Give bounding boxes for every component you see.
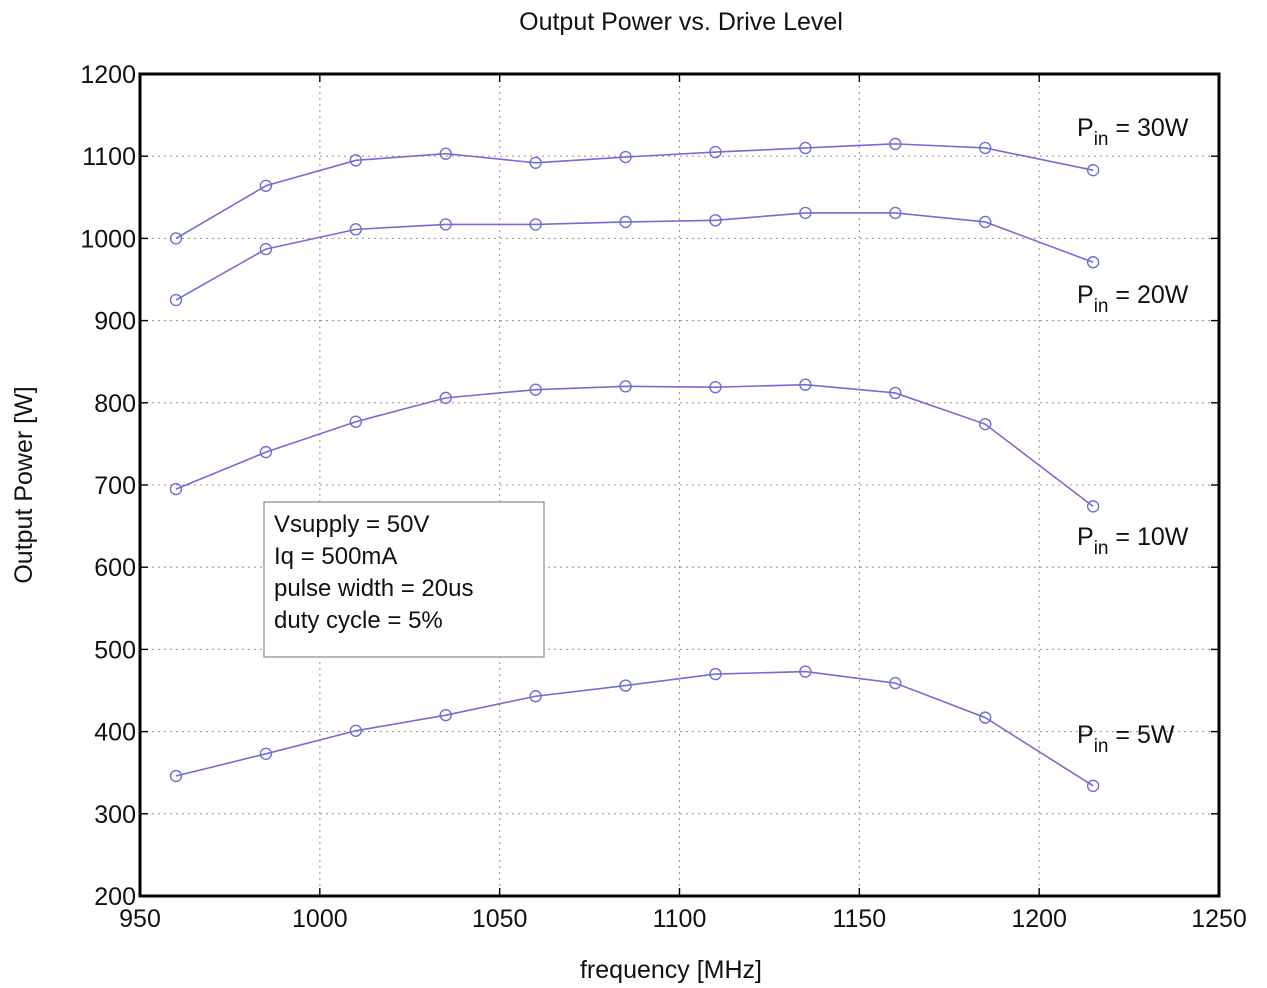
data-point [349, 724, 362, 737]
series-2 [169, 378, 1100, 513]
annotation-line-duty-cycle: duty cycle = 5% [274, 607, 443, 634]
chart-title: Output Power vs. Drive Level [519, 8, 843, 36]
data-point [259, 179, 273, 192]
data-point [439, 391, 452, 405]
y-axis-label: Output Power [W] [10, 386, 38, 583]
x-axis-label: frequency [MHz] [580, 956, 762, 984]
x-tick-label: 1100 [653, 905, 707, 933]
data-point [889, 386, 902, 400]
series-3 [169, 665, 1100, 793]
annotation-frame [263, 501, 545, 658]
data-point [529, 383, 542, 396]
data-point [709, 214, 722, 227]
data-point [979, 141, 992, 155]
data-point [979, 215, 992, 229]
y-tick-label: 400 [94, 719, 136, 747]
series-line [175, 143, 1094, 240]
data-point [619, 150, 632, 164]
data-point [259, 747, 273, 760]
data-point [259, 445, 273, 459]
data-point [799, 665, 812, 678]
data-point [439, 708, 452, 722]
data-point [529, 218, 542, 231]
series-line [175, 670, 1094, 787]
conditions-annotation: Vsupply = 50V Iq = 500mA pulse width = 2… [263, 501, 545, 658]
series-label: Pin = 10W [1077, 523, 1189, 559]
data-point [799, 378, 812, 391]
series-line [175, 212, 1094, 301]
data-point [439, 218, 452, 231]
data-point [709, 380, 722, 394]
y-tick-label: 700 [94, 472, 136, 500]
data-point [1086, 779, 1100, 793]
y-tick-label: 600 [94, 554, 136, 582]
data-point [529, 690, 542, 703]
y-tick-label: 1200 [80, 61, 136, 89]
data-point [799, 206, 812, 220]
series-layer [169, 137, 1100, 793]
data-point [349, 223, 362, 236]
series-line [175, 383, 1094, 508]
data-point [169, 232, 183, 245]
data-point [1086, 163, 1100, 177]
data-point [889, 206, 902, 220]
series-label: Pin = 5W [1077, 721, 1175, 757]
data-point [169, 293, 183, 307]
y-tick-label: 1100 [82, 143, 136, 171]
x-tick-label: 950 [119, 905, 161, 933]
data-point [979, 711, 992, 724]
data-point [349, 154, 362, 167]
series-0 [169, 137, 1100, 245]
data-point [799, 141, 812, 155]
y-tick-label: 500 [94, 636, 136, 664]
y-tick-label: 800 [94, 390, 136, 418]
data-point [169, 482, 183, 496]
x-tick-label: 1250 [1191, 905, 1247, 933]
series-label: Pin = 20W [1077, 281, 1189, 317]
data-point [889, 137, 902, 151]
data-point [709, 145, 722, 159]
y-tick-label: 1000 [80, 225, 136, 253]
data-point [619, 215, 632, 229]
y-tick-label: 200 [94, 883, 136, 911]
data-point [979, 417, 992, 431]
x-tick-label: 1050 [472, 905, 528, 933]
data-point [619, 380, 632, 393]
data-point [529, 156, 542, 169]
x-tick-label: 1000 [292, 905, 348, 933]
series-label: Pin = 30W [1077, 114, 1189, 150]
series-1 [169, 206, 1100, 307]
data-point [619, 679, 632, 692]
data-point [259, 242, 273, 256]
annotation-line-vsupply: Vsupply = 50V [274, 511, 429, 538]
annotation-line-pulse-width: pulse width = 20us [274, 575, 473, 602]
x-tick-label: 1150 [832, 905, 886, 933]
x-tick-label: 1200 [1011, 905, 1067, 933]
y-tick-label: 900 [94, 308, 136, 336]
data-point [709, 667, 722, 681]
data-point [439, 147, 452, 160]
data-point [1086, 256, 1100, 269]
y-tick-label: 300 [94, 801, 136, 829]
plot-frame [138, 72, 1221, 898]
data-point [169, 769, 183, 783]
annotation-line-iq: Iq = 500mA [274, 543, 397, 570]
data-point [1086, 500, 1100, 513]
data-point [889, 676, 902, 690]
data-point [349, 415, 362, 428]
grid [140, 74, 1219, 896]
ticks: 950 1000 1050 1100 1150 1200 1250 200 300 400 500 6… [80, 61, 1246, 933]
series-labels: Pin = 30W Pin = 20W Pin = 10W Pin = 5W [1077, 114, 1189, 757]
